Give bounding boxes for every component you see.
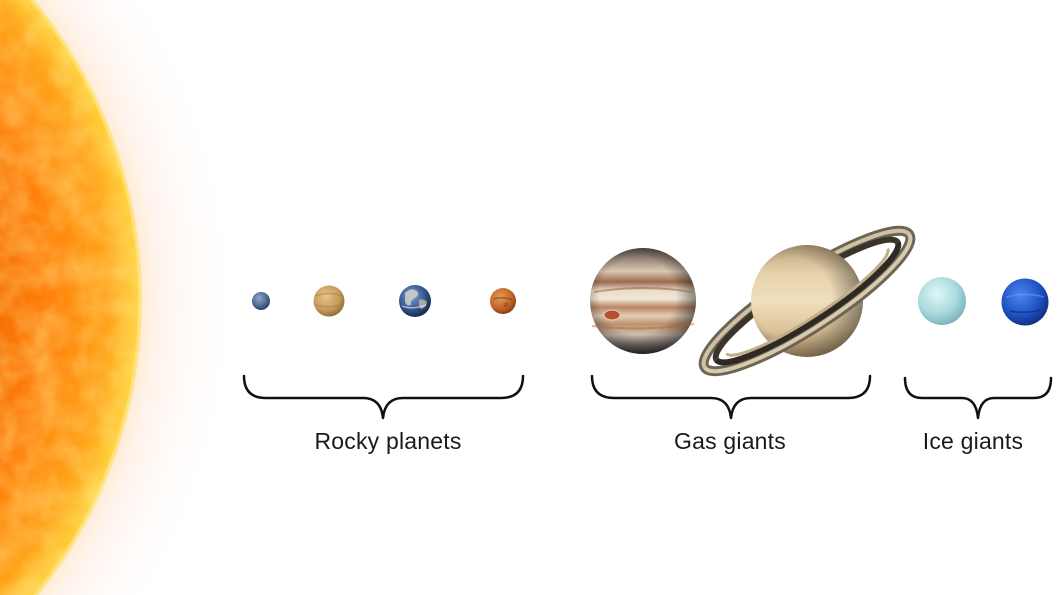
- mars-icon: [490, 288, 516, 314]
- jupiter-icon: [590, 248, 696, 354]
- neptune-icon: [1001, 278, 1049, 326]
- mercury-icon: [252, 292, 270, 310]
- brace-rocky: [242, 374, 525, 420]
- uranus-icon: [918, 277, 966, 325]
- gas-giants-label: Gas giants: [674, 428, 786, 454]
- sun-icon: [0, 0, 270, 595]
- rocky-planets-label: Rocky planets: [314, 428, 462, 454]
- brace-ice-giants: [903, 376, 1053, 420]
- ice-giants-label: Ice giants: [922, 428, 1024, 454]
- earth-icon: [399, 285, 431, 317]
- venus-icon: [313, 285, 345, 317]
- saturn-icon: [698, 225, 916, 377]
- brace-gas-giants: [590, 374, 872, 420]
